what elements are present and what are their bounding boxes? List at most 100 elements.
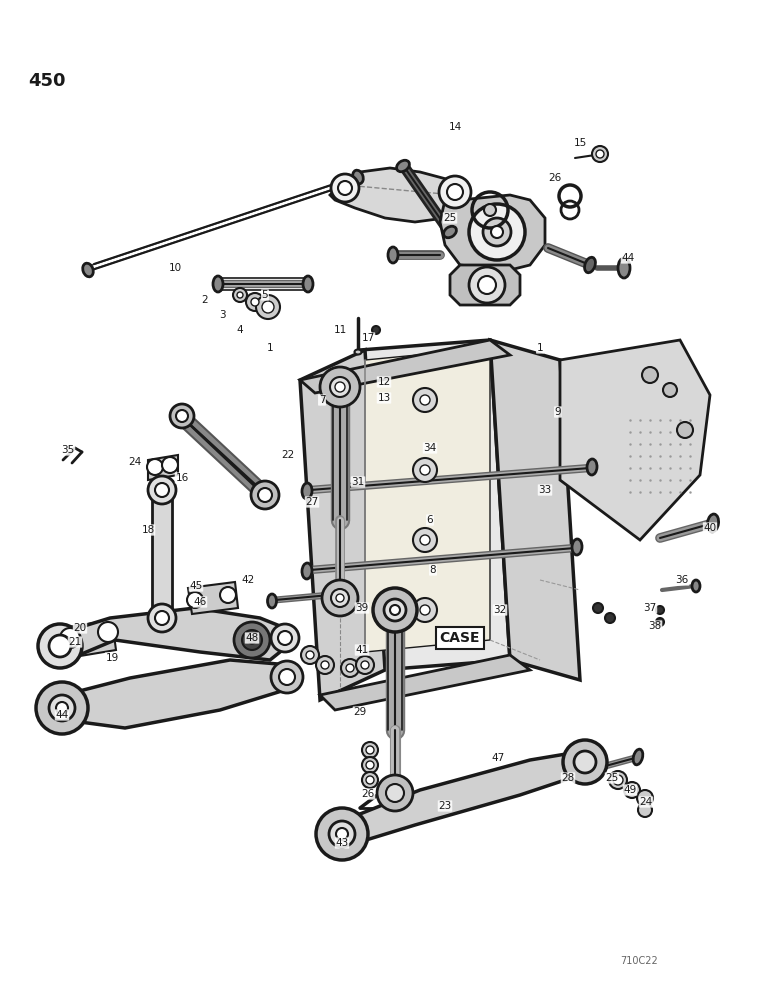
Text: 23: 23: [438, 801, 452, 811]
Text: 36: 36: [676, 575, 689, 585]
Text: 25: 25: [443, 213, 456, 223]
Text: 48: 48: [245, 633, 259, 643]
Circle shape: [656, 618, 664, 626]
Ellipse shape: [397, 160, 409, 172]
Circle shape: [262, 301, 274, 313]
Text: 24: 24: [639, 797, 652, 807]
Ellipse shape: [303, 276, 313, 292]
Circle shape: [384, 599, 406, 621]
Polygon shape: [560, 340, 710, 540]
Circle shape: [271, 661, 303, 693]
Polygon shape: [152, 490, 172, 618]
Text: 22: 22: [281, 450, 295, 460]
Circle shape: [366, 761, 374, 769]
Circle shape: [413, 458, 437, 482]
Polygon shape: [320, 655, 530, 710]
Circle shape: [483, 218, 511, 246]
Circle shape: [316, 656, 334, 674]
Text: 38: 38: [648, 621, 662, 631]
Text: 18: 18: [141, 525, 154, 535]
Text: 710C22: 710C22: [620, 956, 658, 966]
Polygon shape: [440, 195, 545, 270]
Circle shape: [176, 410, 188, 422]
Circle shape: [36, 682, 88, 734]
Circle shape: [491, 226, 503, 238]
Text: 19: 19: [105, 653, 119, 663]
Text: 31: 31: [351, 477, 364, 487]
Text: 35: 35: [62, 445, 75, 455]
Circle shape: [251, 298, 259, 306]
Circle shape: [147, 459, 163, 475]
Circle shape: [362, 757, 378, 773]
Circle shape: [663, 383, 677, 397]
Circle shape: [336, 594, 344, 602]
Circle shape: [677, 422, 693, 438]
Circle shape: [256, 295, 280, 319]
Circle shape: [316, 808, 368, 860]
Text: 39: 39: [355, 603, 368, 613]
Circle shape: [336, 828, 348, 840]
Circle shape: [642, 367, 658, 383]
Circle shape: [386, 784, 404, 802]
Circle shape: [38, 624, 82, 668]
Text: 12: 12: [378, 377, 391, 387]
Circle shape: [366, 746, 374, 754]
Circle shape: [637, 790, 653, 806]
Circle shape: [233, 288, 247, 302]
Circle shape: [593, 603, 603, 613]
Text: 45: 45: [189, 581, 202, 591]
Circle shape: [258, 488, 272, 502]
Ellipse shape: [353, 170, 364, 184]
Circle shape: [439, 176, 471, 208]
Ellipse shape: [213, 276, 223, 292]
Text: 8: 8: [430, 565, 436, 575]
Text: 44: 44: [621, 253, 635, 263]
Circle shape: [420, 465, 430, 475]
Circle shape: [638, 803, 652, 817]
Ellipse shape: [354, 350, 361, 355]
Circle shape: [605, 613, 615, 623]
Text: 11: 11: [334, 325, 347, 335]
Text: 17: 17: [361, 333, 374, 343]
Text: 43: 43: [335, 838, 349, 848]
Ellipse shape: [692, 580, 700, 592]
Text: 450: 450: [28, 72, 66, 90]
Circle shape: [331, 589, 349, 607]
Circle shape: [56, 702, 68, 714]
Ellipse shape: [302, 483, 312, 499]
Circle shape: [362, 742, 378, 758]
Text: 26: 26: [361, 789, 374, 799]
Circle shape: [279, 669, 295, 685]
Text: 9: 9: [555, 407, 561, 417]
Ellipse shape: [633, 749, 643, 765]
Circle shape: [372, 326, 380, 334]
Text: 27: 27: [306, 497, 319, 507]
Text: 40: 40: [703, 523, 716, 533]
Polygon shape: [340, 750, 590, 848]
Text: 10: 10: [168, 263, 181, 273]
Circle shape: [330, 377, 350, 397]
Polygon shape: [360, 340, 510, 670]
Circle shape: [335, 382, 345, 392]
Polygon shape: [62, 620, 116, 658]
Circle shape: [271, 624, 299, 652]
Text: 25: 25: [605, 773, 618, 783]
Circle shape: [246, 293, 264, 311]
Polygon shape: [300, 340, 510, 393]
Ellipse shape: [618, 258, 630, 278]
Circle shape: [170, 404, 194, 428]
Text: 33: 33: [538, 485, 552, 495]
Circle shape: [301, 646, 319, 664]
Circle shape: [420, 605, 430, 615]
Polygon shape: [300, 350, 385, 700]
Text: 14: 14: [449, 122, 462, 132]
Circle shape: [420, 535, 430, 545]
Circle shape: [624, 782, 640, 798]
Polygon shape: [450, 265, 520, 305]
Polygon shape: [365, 348, 490, 652]
Text: 1: 1: [266, 343, 273, 353]
Circle shape: [390, 605, 400, 615]
Circle shape: [278, 631, 292, 645]
Circle shape: [60, 628, 80, 648]
Circle shape: [322, 580, 358, 616]
